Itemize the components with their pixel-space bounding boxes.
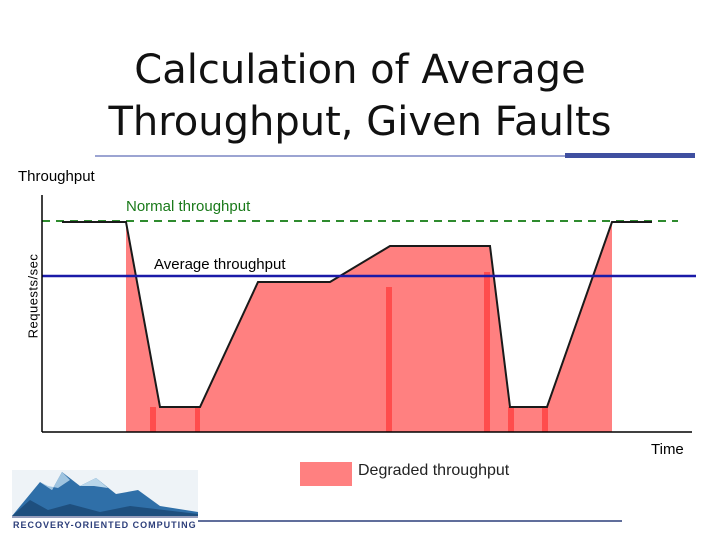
y-axis-label: Requests/sec	[25, 253, 41, 339]
fault-bar-1	[150, 407, 156, 432]
x-axis-label: Time	[651, 441, 684, 458]
degraded-area	[126, 222, 612, 432]
title-line-2: Throughput, Given Faults	[108, 99, 612, 145]
fault-bar-2	[195, 407, 200, 432]
average-throughput-label: Average throughput	[154, 256, 286, 273]
fault-bar-6	[542, 407, 548, 432]
actual-throughput-curve	[62, 221, 652, 408]
logo-text: RECOVERY-ORIENTED COMPUTING	[13, 520, 197, 530]
header-rule-thick	[565, 153, 695, 158]
legend-swatch	[300, 462, 352, 486]
fault-bar-3	[386, 287, 392, 432]
roc-logo-icon	[12, 470, 198, 518]
title-line-1: Calculation of Average	[134, 47, 586, 93]
fault-bar-4	[484, 272, 490, 432]
legend-label: Degraded throughput	[358, 462, 510, 479]
throughput-label: Throughput	[18, 168, 95, 185]
normal-throughput-label: Normal throughput	[126, 198, 251, 215]
page-title: Calculation of Average Throughput, Given…	[0, 44, 720, 148]
fault-bar-5	[508, 407, 514, 432]
